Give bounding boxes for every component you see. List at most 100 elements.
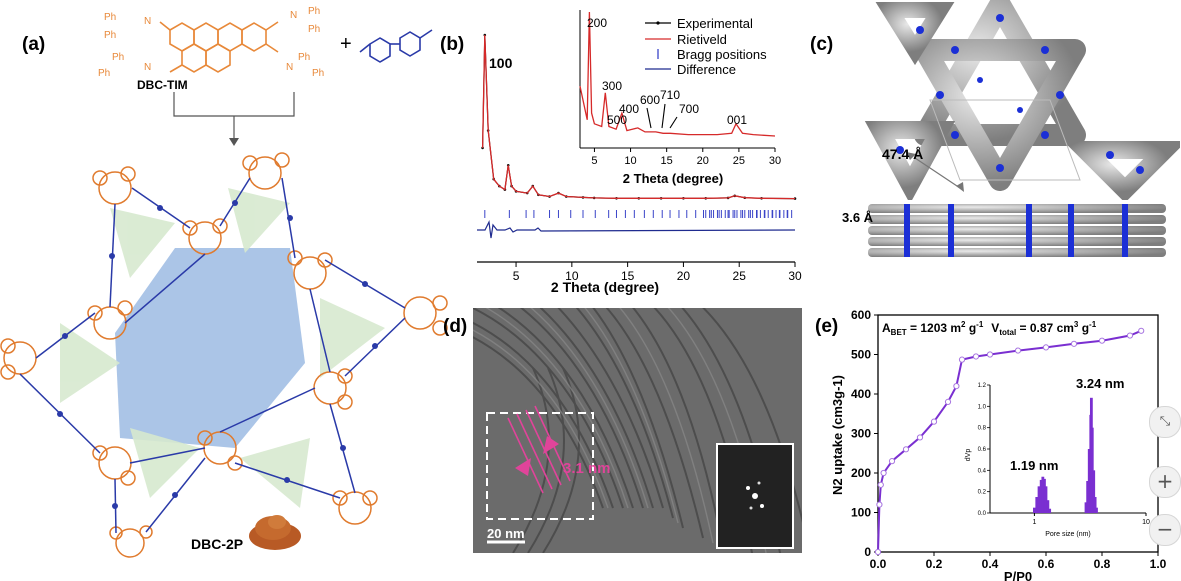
panel-label-b: (b) — [440, 34, 465, 55]
psd-bar — [1086, 481, 1090, 513]
panel-label-a: (a) — [22, 34, 46, 55]
surface-area-annotation: ABET = 1203 m2 g-1 Vtotal = 0.87 cm3 g-1 — [882, 320, 1097, 337]
x-ticks: 5 10 15 20 25 30 — [513, 262, 802, 283]
inset-x-tick-label: 10 — [1142, 519, 1150, 526]
isotherm-point — [916, 434, 924, 441]
zoom-out-button[interactable]: − — [1149, 514, 1181, 546]
inset-x-axis-label: Pore size (nm) — [1045, 531, 1091, 538]
powder-image — [249, 515, 301, 550]
psd-bar — [1095, 507, 1098, 513]
y-tick-label: 300 — [851, 427, 871, 441]
legend-experimental: Experimental — [677, 16, 753, 31]
inset-peak-600: 600 — [640, 93, 660, 107]
inset-peak-710: 710 — [660, 88, 680, 102]
psd-bar — [1041, 476, 1045, 513]
isotherm-point — [1014, 347, 1022, 354]
isotherm-series — [874, 327, 1145, 556]
inset-y-tick-label: 0.6 — [978, 447, 987, 453]
x-tick-label: 5 — [513, 269, 520, 283]
y-tick-label: 200 — [851, 466, 871, 480]
x-tick-label: 0.0 — [870, 557, 887, 571]
psd-bar — [1046, 500, 1050, 513]
ph-label: Ph — [112, 52, 124, 63]
psd-bar — [1093, 497, 1097, 513]
legend-difference: Difference — [677, 62, 736, 77]
x-tick-label: 0.4 — [982, 557, 999, 571]
isotherm-line — [877, 329, 1142, 553]
psd-bar — [1092, 470, 1096, 513]
inset-y-tick-label: 0.0 — [978, 511, 987, 517]
tem-image: 3.1 nm 20 nm — [473, 308, 802, 553]
interlayer-distance: 3.6 Å — [842, 210, 874, 225]
ph-label: Ph — [98, 68, 110, 79]
x-tick-label: 15 — [621, 269, 635, 283]
isotherm-point — [874, 548, 882, 556]
isotherm-point — [930, 418, 938, 425]
pxrd-chart: 5 10 15 20 25 30 2 Theta (degree) 100 5 10 15 20… — [477, 10, 802, 295]
dbc-2p-label: DBC-2P — [191, 536, 244, 552]
cof-spacefill-top — [864, 0, 1180, 200]
psd-bar — [1033, 507, 1036, 513]
zoom-region-box — [486, 412, 594, 520]
x-tick-label: 25 — [733, 269, 747, 283]
psd-bar — [1090, 427, 1094, 513]
psd-bar — [1043, 478, 1046, 513]
series-rietveld — [481, 34, 796, 200]
ph-label: Ph — [104, 30, 116, 41]
isotherm-point — [888, 458, 896, 465]
psd-bar — [1084, 502, 1088, 513]
inset-peak-001: 001 — [727, 113, 747, 127]
reaction-arrow — [173, 92, 295, 146]
x-tick-label: 20 — [677, 269, 691, 283]
psd-bar — [1048, 508, 1052, 513]
isotherm-point — [1126, 332, 1134, 339]
psd-bar — [1044, 486, 1048, 513]
inset-y-tick-label: 0.4 — [978, 468, 987, 474]
inset-peak-200: 200 — [587, 16, 607, 30]
pore-dimension: 47.4 Å — [882, 146, 924, 162]
n-label: N — [286, 62, 293, 73]
inset-peak-500: 500 — [607, 113, 627, 127]
x-tick-label: 0.2 — [926, 557, 943, 571]
zoom-in-button[interactable]: + — [1149, 466, 1181, 498]
psd-inset: 1 100.00.20.40.60.81.01.2 Pore size (nm) … — [965, 376, 1150, 538]
isotherm-point — [972, 353, 980, 360]
x-tick-label: 0.8 — [1094, 557, 1111, 571]
scalebar-label: 20 nm — [487, 526, 525, 541]
legend-bragg: Bragg positions — [677, 47, 767, 62]
y-tick-label: 500 — [851, 348, 871, 362]
psd-bar — [1039, 479, 1043, 513]
inset-y-tick-label: 0.2 — [978, 490, 987, 496]
fit-view-button[interactable]: ⤡ — [1149, 406, 1181, 438]
x-tick-label: 10 — [565, 269, 579, 283]
collapse-icon: ⤡ — [1159, 414, 1171, 429]
pxrd-inset: 5 10 15 20 25 30 2 Theta (degree) 200 300 400… — [579, 10, 781, 186]
isotherm-point — [880, 469, 887, 477]
isotherm-chart: 0 100 200 300 400 500 600 0.0 0.2 0.4 0.6 0.8 1.0 A… — [830, 308, 1167, 581]
isotherm-point — [1070, 340, 1078, 347]
inset-x-tick-label: 5 — [591, 155, 597, 167]
inset-series-rietveld — [579, 11, 776, 137]
n-label: N — [144, 62, 151, 73]
isotherm-point — [953, 383, 960, 390]
inset-peak-400: 400 — [619, 102, 639, 116]
legend: Experimental Rietiveld Bragg positions D… — [645, 16, 767, 77]
plus-sign: + — [340, 33, 352, 55]
isotherm-point — [958, 356, 966, 363]
inset-x-tick-label: 30 — [769, 155, 781, 167]
inset-y-tick-label: 0.8 — [978, 426, 987, 432]
ph-label: Ph — [308, 6, 320, 17]
ph-label: Ph — [104, 12, 116, 23]
tem-fringes: 3.1 nm 20 nm — [473, 308, 802, 553]
isotherm-point — [944, 398, 952, 406]
panel-label-c: (c) — [810, 34, 834, 55]
psd-bar — [1037, 486, 1041, 513]
dbc-tim-label: DBC-TIM — [137, 78, 188, 92]
x-axis-label: P/P0 — [1004, 569, 1032, 581]
n-label: N — [144, 16, 151, 27]
inset-x-axis-label: 2 Theta (degree) — [623, 171, 723, 186]
ph-label: Ph — [312, 68, 324, 79]
isotherm-point — [986, 351, 994, 358]
fringe-spacing-label: 3.1 nm — [563, 460, 611, 477]
difference-curve — [477, 219, 796, 239]
